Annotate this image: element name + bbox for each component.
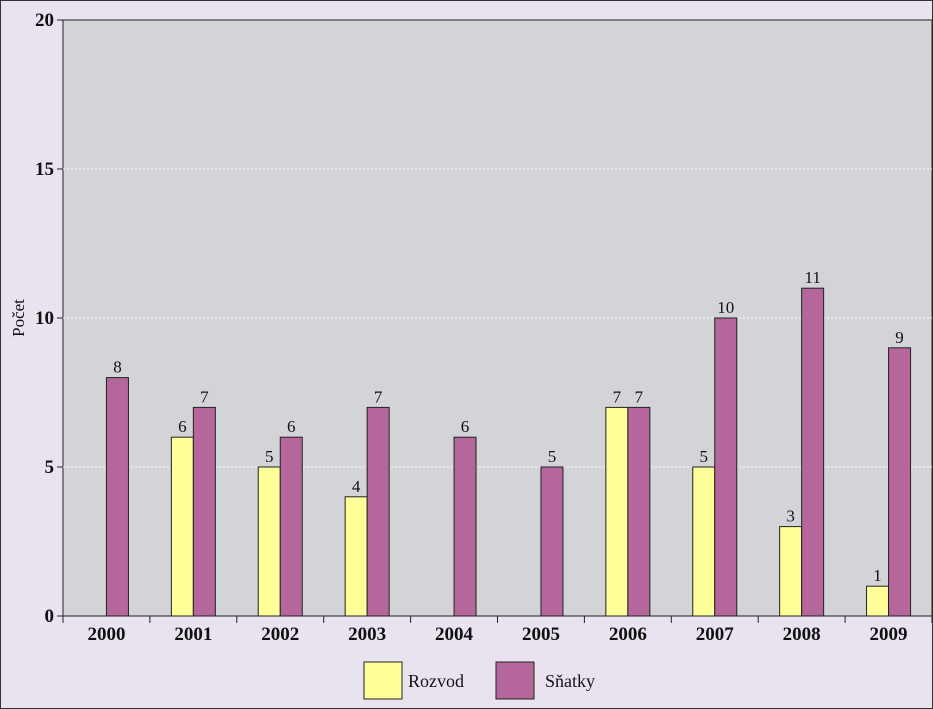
bar-rozvod <box>257 466 281 617</box>
bar-rozvod <box>344 496 368 617</box>
data-label: 8 <box>113 358 122 377</box>
bar-snatky <box>366 406 390 617</box>
data-label: 7 <box>613 387 622 406</box>
bar-snatky <box>627 406 651 617</box>
y-axis: 0 5 10 15 20 <box>35 10 63 627</box>
data-label: 7 <box>635 387 644 406</box>
data-label: 4 <box>352 477 361 496</box>
x-tick-label: 2000 <box>87 624 125 645</box>
y-tick-label: 15 <box>35 159 54 180</box>
data-label: 10 <box>717 298 734 317</box>
bar-snatky <box>888 347 912 617</box>
legend: Rozvod Sňatky <box>363 661 595 700</box>
x-tick-label: 2001 <box>174 624 212 645</box>
data-label: 9 <box>895 328 904 347</box>
x-tick-label: 2002 <box>261 624 299 645</box>
data-label: 7 <box>200 387 209 406</box>
bar-snatky <box>279 436 303 617</box>
bar-rozvod <box>779 526 803 617</box>
x-tick-label: 2005 <box>522 624 560 645</box>
y-axis-label: Počet <box>9 299 28 337</box>
data-label: 7 <box>374 387 383 406</box>
bar-snatky <box>540 466 564 617</box>
bar-snatky <box>192 406 216 617</box>
y-tick-label: 10 <box>35 308 54 329</box>
bar-snatky <box>105 377 129 617</box>
data-label: 3 <box>786 507 795 526</box>
legend-label: Rozvod <box>408 671 464 691</box>
bar-rozvod <box>605 406 629 617</box>
x-tick-label: 2008 <box>783 624 821 645</box>
data-label: 6 <box>287 417 296 436</box>
y-tick-label: 5 <box>45 457 55 478</box>
bar-snatky <box>801 287 825 617</box>
data-label: 5 <box>700 447 709 466</box>
data-label: 6 <box>178 417 187 436</box>
data-label: 5 <box>548 447 557 466</box>
bars <box>105 287 912 617</box>
data-label: 5 <box>265 447 274 466</box>
x-tick-label: 2004 <box>435 624 474 645</box>
legend-label: Sňatky <box>545 671 595 691</box>
y-tick-label: 20 <box>35 10 54 31</box>
bar-snatky <box>714 317 738 617</box>
x-tick-label: 2009 <box>870 624 908 645</box>
x-axis: 2000 2001 2002 2003 2004 2005 2006 2007 2008 2009 <box>62 616 933 645</box>
legend-swatch <box>363 661 403 700</box>
legend-swatch <box>495 661 535 700</box>
y-tick-label: 0 <box>45 606 55 627</box>
x-tick-label: 2006 <box>609 624 647 645</box>
bar-snatky <box>453 436 477 617</box>
data-label: 6 <box>461 417 470 436</box>
data-label: 1 <box>873 566 882 585</box>
x-tick-label: 2003 <box>348 624 386 645</box>
bar-rozvod <box>692 466 716 617</box>
data-label: 11 <box>804 268 820 287</box>
bar-rozvod <box>170 436 194 617</box>
bar-rozvod <box>866 585 890 617</box>
x-tick-label: 2007 <box>696 624 735 645</box>
